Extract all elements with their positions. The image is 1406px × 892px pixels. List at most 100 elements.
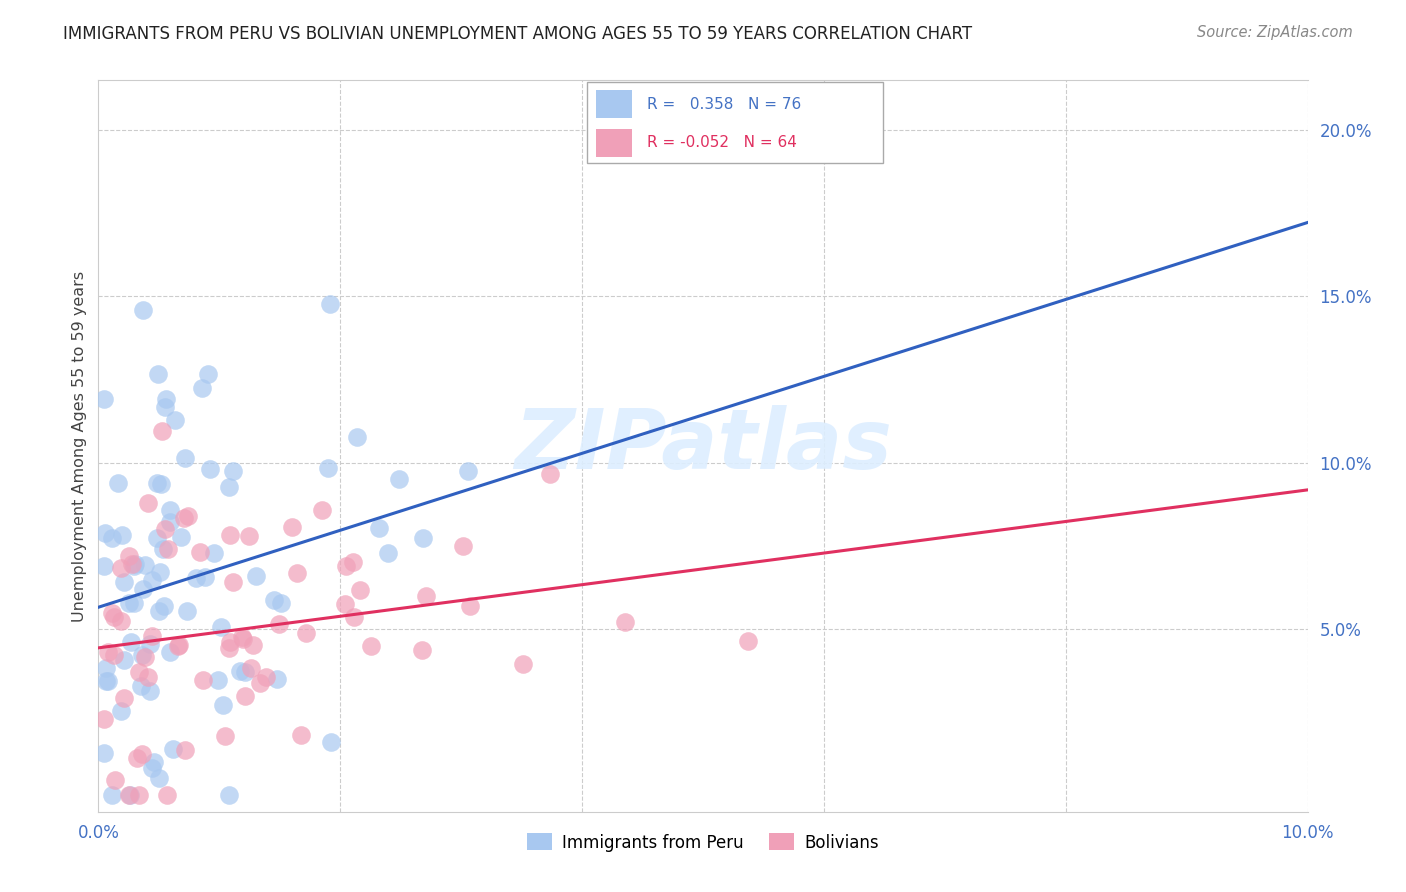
Point [221, 575, 243, 590]
Point [110, 704, 132, 718]
Point [197, 368, 219, 382]
Point [132, 302, 155, 317]
Point [94, 673, 117, 688]
Point [174, 743, 197, 757]
Point [209, 620, 232, 634]
Point [191, 673, 214, 688]
Point [173, 511, 195, 525]
Point [148, 771, 170, 785]
Point [156, 788, 179, 802]
Point [93, 392, 115, 406]
Point [238, 529, 260, 543]
Point [125, 751, 148, 765]
Point [346, 429, 368, 443]
Point [159, 503, 181, 517]
Point [93, 558, 115, 573]
Point [245, 568, 267, 582]
Point [512, 657, 534, 671]
Point [132, 582, 155, 596]
Legend: Immigrants from Peru, Bolivians: Immigrants from Peru, Bolivians [520, 827, 886, 858]
Point [270, 596, 292, 610]
Point [136, 496, 159, 510]
Point [254, 669, 277, 683]
Point [737, 634, 759, 648]
Point [143, 755, 166, 769]
Point [128, 665, 150, 679]
FancyBboxPatch shape [596, 129, 631, 157]
Point [411, 643, 433, 657]
Point [167, 638, 190, 652]
Point [218, 480, 240, 494]
Point [166, 639, 188, 653]
Point [202, 546, 225, 560]
Point [152, 542, 174, 557]
Point [377, 546, 399, 560]
Point [281, 520, 304, 534]
Text: R =   0.358   N = 76: R = 0.358 N = 76 [647, 96, 801, 112]
Point [111, 527, 134, 541]
Point [101, 788, 124, 802]
Point [266, 672, 288, 686]
Point [249, 675, 271, 690]
Point [152, 599, 174, 613]
Point [233, 689, 256, 703]
Point [118, 596, 141, 610]
Point [333, 597, 356, 611]
Point [97, 673, 120, 688]
Point [103, 610, 125, 624]
Point [169, 530, 191, 544]
Point [229, 664, 252, 678]
Point [233, 665, 256, 679]
Point [360, 640, 382, 654]
Point [150, 425, 173, 439]
Point [118, 788, 141, 802]
Point [141, 629, 163, 643]
Text: R = -0.052   N = 64: R = -0.052 N = 64 [647, 136, 797, 151]
Point [311, 503, 333, 517]
Point [290, 728, 312, 742]
Point [231, 632, 253, 647]
Point [110, 560, 132, 574]
Point [139, 637, 162, 651]
Point [155, 392, 177, 406]
Point [157, 541, 180, 556]
Point [263, 592, 285, 607]
Point [110, 614, 132, 628]
FancyBboxPatch shape [586, 82, 883, 163]
Y-axis label: Unemployment Among Ages 55 to 59 years: Unemployment Among Ages 55 to 59 years [72, 270, 87, 622]
Point [112, 691, 135, 706]
Point [101, 607, 124, 621]
Point [218, 640, 240, 655]
Point [174, 451, 197, 466]
Point [614, 615, 637, 630]
Point [145, 476, 167, 491]
Point [458, 599, 481, 613]
Point [150, 477, 173, 491]
Text: IMMIGRANTS FROM PERU VS BOLIVIAN UNEMPLOYMENT AMONG AGES 55 TO 59 YEARS CORRELAT: IMMIGRANTS FROM PERU VS BOLIVIAN UNEMPLO… [63, 25, 973, 43]
Point [129, 680, 152, 694]
Point [412, 531, 434, 545]
Point [136, 670, 159, 684]
Point [94, 526, 117, 541]
Point [388, 472, 411, 486]
Point [335, 559, 357, 574]
Point [131, 747, 153, 762]
Point [194, 570, 217, 584]
Point [211, 698, 233, 712]
Point [316, 461, 339, 475]
Point [349, 582, 371, 597]
Point [139, 684, 162, 698]
Point [218, 635, 240, 649]
Point [342, 555, 364, 569]
Point [218, 788, 240, 802]
FancyBboxPatch shape [596, 90, 631, 118]
Point [188, 545, 211, 559]
Point [94, 660, 117, 674]
Point [103, 648, 125, 662]
Point [207, 673, 229, 688]
Point [295, 626, 318, 640]
Point [191, 381, 214, 395]
Point [198, 462, 221, 476]
Point [131, 648, 153, 663]
Point [141, 574, 163, 588]
